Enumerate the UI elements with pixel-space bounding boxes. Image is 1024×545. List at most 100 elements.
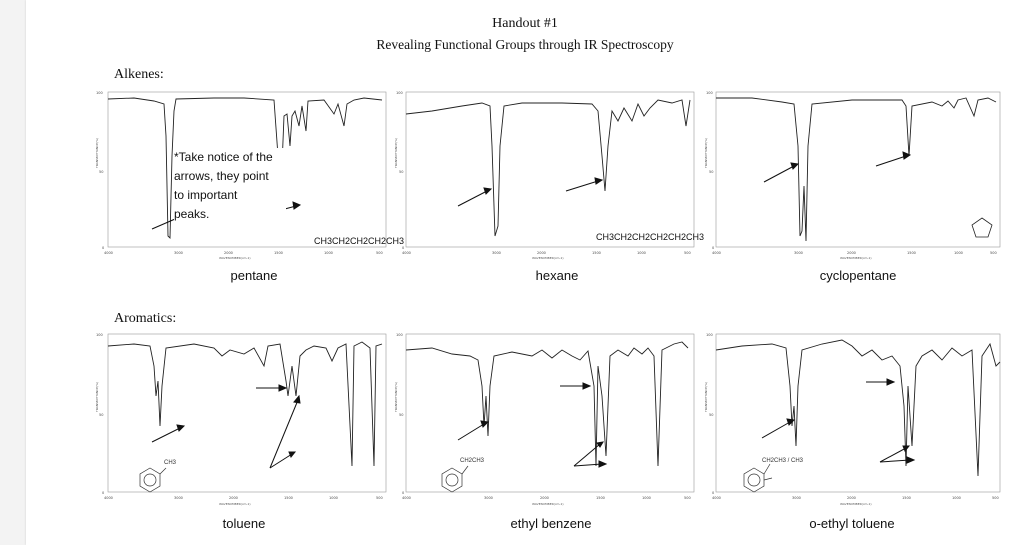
y-tick: 50 bbox=[709, 170, 713, 174]
handout-title: Handout #1 bbox=[492, 16, 558, 31]
ir-trace bbox=[107, 97, 383, 240]
x-tick: 1500 bbox=[284, 496, 293, 500]
molecule-formula: CH2CH3 / CH3 bbox=[762, 458, 804, 464]
x-tick: 3000 bbox=[792, 496, 801, 500]
x-tick: 3000 bbox=[484, 496, 493, 500]
x-tick: 3000 bbox=[174, 496, 183, 500]
arrow-icon bbox=[879, 445, 916, 464]
spectrum-ethyl-benzene: 100 50 0 TRANSMITTANCE(%) 4000 3000 2000… bbox=[394, 333, 695, 506]
y-axis-label: TRANSMITTANCE(%) bbox=[95, 138, 99, 169]
spectrum-frame bbox=[405, 333, 695, 493]
x-tick: 1000 bbox=[642, 496, 651, 500]
x-tick: 1000 bbox=[324, 251, 333, 255]
y-tick: 100 bbox=[706, 91, 713, 95]
arrow-icon bbox=[457, 187, 493, 207]
y-ticks: 100 50 0 bbox=[706, 333, 714, 495]
x-tick: 500 bbox=[376, 251, 383, 255]
spectrum-frame bbox=[715, 333, 1001, 493]
cyclopentane-ring-icon bbox=[971, 217, 993, 238]
x-tick: 1500 bbox=[274, 251, 283, 255]
x-ticks: 4000 3000 2000 1500 1000 500 bbox=[712, 251, 997, 255]
x-tick: 500 bbox=[992, 496, 999, 500]
arrow-icon bbox=[866, 378, 896, 386]
benzene-ring-icon bbox=[743, 463, 773, 493]
x-axis-label: WAVENUMBER(cm-1) bbox=[840, 502, 872, 506]
x-tick: 3000 bbox=[174, 251, 183, 255]
x-tick: 2000 bbox=[224, 251, 233, 255]
y-ticks: 100 50 0 bbox=[706, 91, 714, 250]
arrow-icon bbox=[151, 424, 186, 443]
y-tick: 50 bbox=[99, 413, 103, 417]
x-tick: 2000 bbox=[847, 496, 856, 500]
x-tick: 1000 bbox=[637, 251, 646, 255]
ir-trace bbox=[107, 341, 383, 467]
ir-trace bbox=[715, 339, 1001, 477]
y-axis-label: TRANSMITTANCE(%) bbox=[394, 138, 398, 169]
x-tick: 4000 bbox=[402, 496, 411, 500]
spectrum-frame bbox=[405, 91, 695, 248]
spectrum-frame bbox=[107, 333, 387, 493]
y-tick: 50 bbox=[399, 170, 403, 174]
x-ticks: 4000 3000 2000 1500 1000 500 bbox=[402, 251, 691, 255]
arrow-icon bbox=[565, 177, 604, 192]
x-tick: 500 bbox=[990, 251, 997, 255]
arrow-icon bbox=[256, 384, 288, 392]
y-tick: 100 bbox=[396, 91, 403, 95]
molecule-formula: CH3 bbox=[164, 460, 177, 466]
molecule-formula: CH3CH2CH2CH2CH2CH3 bbox=[596, 232, 704, 242]
y-axis-label: TRANSMITTANCE(%) bbox=[704, 382, 708, 413]
spectrum-toluene: 100 50 0 TRANSMITTANCE(%) 4000 3000 2000… bbox=[95, 333, 387, 506]
y-tick: 0 bbox=[102, 246, 104, 250]
molecule-formula: CH3CH2CH2CH2CH3 bbox=[314, 236, 404, 246]
x-tick: 2000 bbox=[229, 496, 238, 500]
y-ticks: 100 50 0 bbox=[96, 333, 104, 495]
ir-trace bbox=[716, 97, 997, 242]
y-ticks: 100 50 0 bbox=[96, 91, 104, 250]
ir-trace bbox=[405, 341, 689, 467]
handout-subtitle: Revealing Functional Groups through IR S… bbox=[376, 37, 674, 52]
x-tick: 1000 bbox=[329, 496, 338, 500]
y-tick: 100 bbox=[96, 333, 103, 337]
spectrum-cyclopentane: 100 50 0 TRANSMITTANCE(%) 4000 3000 2000… bbox=[704, 91, 1001, 260]
caption-toluene: toluene bbox=[222, 516, 266, 531]
y-tick: 50 bbox=[399, 413, 403, 417]
x-tick: 1500 bbox=[907, 251, 916, 255]
y-tick: 0 bbox=[712, 491, 714, 495]
x-ticks: 4000 3000 2000 1500 1000 500 bbox=[104, 251, 383, 255]
spectrum-frame bbox=[107, 91, 387, 248]
spectrum-frame bbox=[715, 91, 1001, 248]
x-tick: 1500 bbox=[596, 496, 605, 500]
arrow-icon bbox=[269, 394, 301, 469]
peak-note: *Take notice of the arrows, they point t… bbox=[174, 148, 286, 224]
x-ticks: 4000 3000 2000 1500 1000 500 bbox=[402, 496, 691, 500]
y-tick: 50 bbox=[709, 413, 713, 417]
x-axis-label: WAVENUMBER(cm-1) bbox=[532, 256, 564, 260]
y-axis-label: TRANSMITTANCE(%) bbox=[704, 138, 708, 169]
x-axis-label: WAVENUMBER(cm-1) bbox=[219, 256, 251, 260]
benzene-ring-icon bbox=[441, 465, 469, 493]
caption-ethyl-benzene: ethyl benzene bbox=[510, 516, 592, 531]
x-tick: 4000 bbox=[104, 496, 113, 500]
x-tick: 500 bbox=[684, 496, 691, 500]
x-tick: 2000 bbox=[847, 251, 856, 255]
caption-hexane: hexane bbox=[535, 268, 579, 283]
arrow-icon bbox=[457, 420, 490, 441]
y-tick: 100 bbox=[706, 333, 713, 337]
y-tick: 0 bbox=[712, 246, 714, 250]
y-ticks: 100 50 0 bbox=[396, 333, 404, 495]
y-tick: 0 bbox=[102, 491, 104, 495]
y-ticks: 100 50 0 bbox=[396, 91, 404, 250]
arrow-icon bbox=[573, 441, 608, 468]
spectrum-hexane: 100 50 0 TRANSMITTANCE(%) 4000 3000 2000… bbox=[394, 91, 704, 260]
spectrum-o-ethyl-toluene: 100 50 0 TRANSMITTANCE(%) 4000 3000 2000… bbox=[704, 333, 1001, 506]
x-tick: 1500 bbox=[902, 496, 911, 500]
arrow-icon bbox=[560, 382, 592, 390]
caption-cyclopentane: cyclopentane bbox=[819, 268, 897, 283]
ir-trace bbox=[405, 99, 691, 237]
section-alkenes: Alkenes: bbox=[114, 67, 164, 82]
x-tick: 500 bbox=[376, 496, 383, 500]
y-tick: 100 bbox=[96, 91, 103, 95]
x-tick: 4000 bbox=[402, 251, 411, 255]
y-tick: 0 bbox=[402, 246, 404, 250]
x-axis-label: WAVENUMBER(cm-1) bbox=[532, 502, 564, 506]
